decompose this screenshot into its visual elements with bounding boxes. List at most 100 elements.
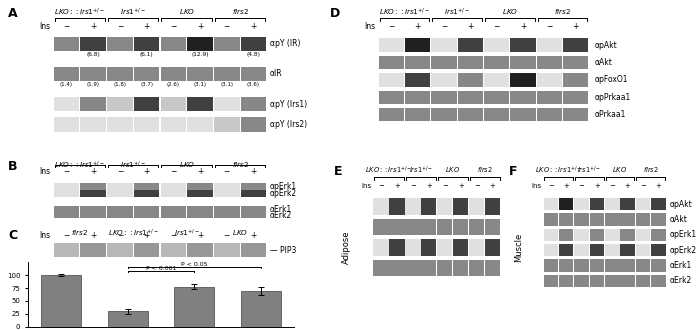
Text: $flrs2$: $flrs2$ xyxy=(71,228,88,237)
Bar xyxy=(107,97,133,111)
Text: −: − xyxy=(223,167,230,176)
Bar xyxy=(405,38,430,52)
Text: +: + xyxy=(490,182,496,189)
Bar xyxy=(574,229,589,241)
Bar xyxy=(188,183,213,190)
Text: +: + xyxy=(394,182,400,189)
Bar xyxy=(651,214,666,226)
Text: −: − xyxy=(548,182,554,189)
Bar xyxy=(620,198,635,211)
Bar xyxy=(80,206,106,218)
Text: −: − xyxy=(579,182,584,189)
Text: $flrs2$: $flrs2$ xyxy=(554,7,571,16)
Text: $LKO::Irs1^{+/-}$: $LKO::Irs1^{+/-}$ xyxy=(108,228,159,239)
Text: +: + xyxy=(251,231,257,241)
Bar xyxy=(214,206,239,218)
Bar xyxy=(80,37,106,51)
Bar xyxy=(605,275,620,287)
Text: −: − xyxy=(63,231,70,241)
Text: −: − xyxy=(474,182,480,189)
Text: (12.9): (12.9) xyxy=(191,52,209,57)
Text: αAkt: αAkt xyxy=(595,58,612,67)
Bar xyxy=(437,260,452,276)
Bar xyxy=(543,198,558,211)
Text: $Irs1^{+/-}$: $Irs1^{+/-}$ xyxy=(120,160,146,171)
Bar xyxy=(421,239,437,256)
Bar xyxy=(636,214,650,226)
Bar xyxy=(134,206,160,218)
Bar xyxy=(108,311,148,327)
Bar xyxy=(54,37,79,51)
Bar xyxy=(134,67,160,81)
Bar xyxy=(107,243,133,257)
Text: αpErk1: αpErk1 xyxy=(270,182,297,191)
Bar xyxy=(651,244,666,256)
Bar xyxy=(559,198,573,211)
Bar xyxy=(589,275,604,287)
Text: (1.4): (1.4) xyxy=(60,82,73,87)
Text: $LKO::Irs1^{+/-}$: $LKO::Irs1^{+/-}$ xyxy=(379,7,430,18)
Text: +: + xyxy=(197,167,203,176)
Text: $LKO$: $LKO$ xyxy=(178,160,195,169)
Text: (1.8): (1.8) xyxy=(113,82,127,87)
Bar xyxy=(620,275,635,287)
Bar xyxy=(54,206,79,218)
Bar xyxy=(80,97,106,111)
Bar xyxy=(431,90,456,104)
Text: (2.6): (2.6) xyxy=(167,82,180,87)
Text: −: − xyxy=(410,182,416,189)
Text: αpY (Irs1): αpY (Irs1) xyxy=(270,100,307,109)
Bar xyxy=(421,198,437,214)
Text: E: E xyxy=(335,165,343,178)
Text: $LKO$: $LKO$ xyxy=(445,165,461,174)
Bar xyxy=(405,73,430,86)
Bar xyxy=(559,214,573,226)
Text: P < 0.001: P < 0.001 xyxy=(146,266,176,271)
Text: P < 0.05: P < 0.05 xyxy=(181,262,207,267)
Bar xyxy=(469,198,484,214)
Bar xyxy=(484,90,509,104)
Text: −: − xyxy=(63,22,70,31)
Text: Ins: Ins xyxy=(364,22,375,31)
Text: (6.1): (6.1) xyxy=(140,52,153,57)
Bar xyxy=(134,97,160,111)
Bar xyxy=(174,286,214,327)
Bar xyxy=(543,229,558,241)
Bar xyxy=(54,97,79,111)
Bar xyxy=(405,218,421,235)
Text: $LKO::Irs1^{+/-}$: $LKO::Irs1^{+/-}$ xyxy=(535,165,582,176)
Text: αAkt: αAkt xyxy=(670,215,687,224)
Bar xyxy=(389,218,405,235)
Text: −: − xyxy=(441,22,447,31)
Bar xyxy=(620,229,635,241)
Text: −: − xyxy=(223,22,230,31)
Bar xyxy=(651,259,666,272)
Bar xyxy=(107,67,133,81)
Bar xyxy=(134,243,160,257)
Bar xyxy=(605,198,620,211)
Text: +: + xyxy=(624,182,631,189)
Bar xyxy=(431,108,456,121)
Bar xyxy=(574,214,589,226)
Text: $Irs1^{+/-}$: $Irs1^{+/-}$ xyxy=(409,165,433,176)
Bar xyxy=(405,90,430,104)
Bar xyxy=(241,37,266,51)
Text: +: + xyxy=(197,22,203,31)
Bar xyxy=(373,218,389,235)
Text: +: + xyxy=(144,231,150,241)
Text: +: + xyxy=(414,22,421,31)
Text: Muscle: Muscle xyxy=(514,233,523,262)
Text: −: − xyxy=(117,22,123,31)
Bar xyxy=(379,73,404,86)
Bar xyxy=(605,214,620,226)
Text: $Irs1^{+/-}$: $Irs1^{+/-}$ xyxy=(577,165,601,176)
Text: $LKO$: $LKO$ xyxy=(232,228,248,237)
Text: αPrkaa1: αPrkaa1 xyxy=(595,110,626,119)
Bar xyxy=(80,243,106,257)
Text: $flrs2$: $flrs2$ xyxy=(232,7,248,16)
Text: $LKO$: $LKO$ xyxy=(178,7,195,16)
Bar xyxy=(214,67,239,81)
Bar xyxy=(437,198,452,214)
Text: −: − xyxy=(117,231,123,241)
Bar xyxy=(214,243,239,257)
